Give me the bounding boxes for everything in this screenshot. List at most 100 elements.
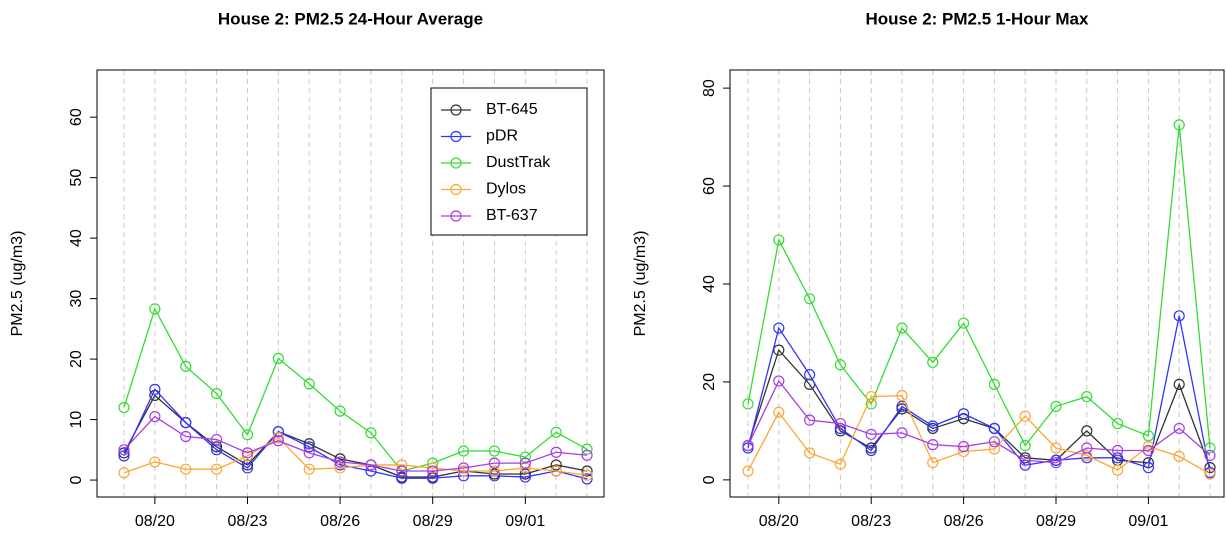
data-point (834, 417, 847, 430)
data-point (927, 457, 939, 469)
data-point (1204, 442, 1216, 454)
y-tick-label: 80 (701, 79, 718, 97)
x-tick-label: 09/01 (1128, 513, 1168, 530)
data-point (303, 441, 315, 453)
series-line (123, 394, 588, 478)
data-point (118, 401, 130, 414)
data-point (742, 439, 754, 452)
legend-marker (450, 104, 462, 116)
data-point (1111, 464, 1124, 476)
data-point (118, 450, 130, 462)
data-point (334, 456, 346, 468)
data-point (241, 450, 254, 462)
data-point (180, 463, 192, 475)
legend-marker (450, 210, 462, 222)
data-point (550, 465, 562, 477)
data-point (303, 447, 315, 459)
y-tick-label: 10 (68, 411, 85, 429)
data-point (742, 398, 754, 410)
data-point (550, 426, 562, 438)
x-tick-label: 08/20 (759, 513, 799, 530)
chart-title: House 2: PM2.5 1-Hour Max (866, 9, 1089, 28)
legend-label: pDR (486, 128, 518, 145)
data-point (396, 465, 408, 477)
data-point (149, 383, 161, 395)
legend-label: BT-645 (486, 101, 538, 118)
data-point (1204, 449, 1216, 461)
data-point (334, 462, 346, 474)
data-point (334, 405, 346, 417)
data-point (581, 469, 593, 481)
data-point (834, 458, 847, 470)
data-point (457, 445, 470, 457)
y-axis-label: PM2.5 (ug/m3) (9, 231, 26, 337)
x-tick-label: 08/23 (227, 513, 267, 530)
x-tick-label: 08/26 (320, 513, 360, 530)
data-point (581, 473, 593, 485)
x-tick-label: 08/20 (135, 513, 175, 530)
data-point (365, 465, 377, 477)
y-tick-label: 60 (701, 177, 718, 195)
data-point (272, 435, 284, 447)
data-point (742, 465, 754, 477)
y-tick-label: 20 (701, 373, 718, 391)
legend-label: Dylos (486, 181, 526, 198)
data-point (365, 459, 377, 471)
data-point (365, 427, 377, 439)
data-point (927, 439, 939, 451)
data-point (427, 465, 439, 477)
data-point (334, 453, 346, 465)
data-point (1142, 430, 1155, 442)
y-tick-label: 0 (701, 475, 718, 484)
data-point (1142, 462, 1155, 474)
data-point (211, 463, 223, 475)
data-point (149, 456, 161, 468)
data-point (773, 375, 785, 387)
data-point (803, 368, 816, 381)
series-line (123, 436, 588, 476)
data-point (957, 317, 970, 329)
data-point (1142, 444, 1155, 457)
data-point (896, 390, 908, 402)
data-point (834, 359, 847, 371)
y-tick-label: 60 (68, 108, 85, 126)
data-point (457, 462, 470, 474)
data-point (988, 436, 1001, 448)
data-point (550, 446, 562, 458)
data-point (396, 459, 408, 471)
data-point (927, 420, 939, 432)
series-line (747, 379, 1211, 464)
data-point (773, 322, 785, 334)
data-point (211, 441, 223, 453)
chart: House 2: PM2.5 24-Hour Average PM2.5 (ug/… (9, 9, 605, 530)
data-point (241, 462, 254, 474)
data-point (1019, 410, 1031, 422)
data-point (927, 356, 939, 368)
data-point (1111, 452, 1124, 464)
y-tick-label: 30 (68, 290, 85, 308)
plot-frame (96, 69, 605, 498)
data-point (550, 459, 562, 471)
data-point (427, 462, 439, 474)
y-tick-label: 0 (68, 476, 85, 485)
data-point (865, 428, 877, 440)
data-point (180, 417, 192, 429)
x-tick-label: 08/23 (851, 513, 891, 530)
y-tick-label: 40 (68, 229, 85, 247)
series-line (123, 415, 588, 472)
data-point (803, 414, 816, 426)
y-tick-label: 40 (701, 275, 718, 293)
data-point (865, 398, 877, 410)
data-point (581, 443, 593, 455)
data-point (1204, 468, 1216, 480)
data-point (896, 427, 908, 439)
data-point (488, 445, 501, 457)
series-line (747, 394, 1211, 475)
data-point (303, 378, 315, 390)
legend-label: DustTrak (486, 154, 551, 171)
data-point (519, 451, 531, 463)
data-point (1173, 422, 1185, 435)
x-tick-label: 08/26 (944, 513, 984, 530)
